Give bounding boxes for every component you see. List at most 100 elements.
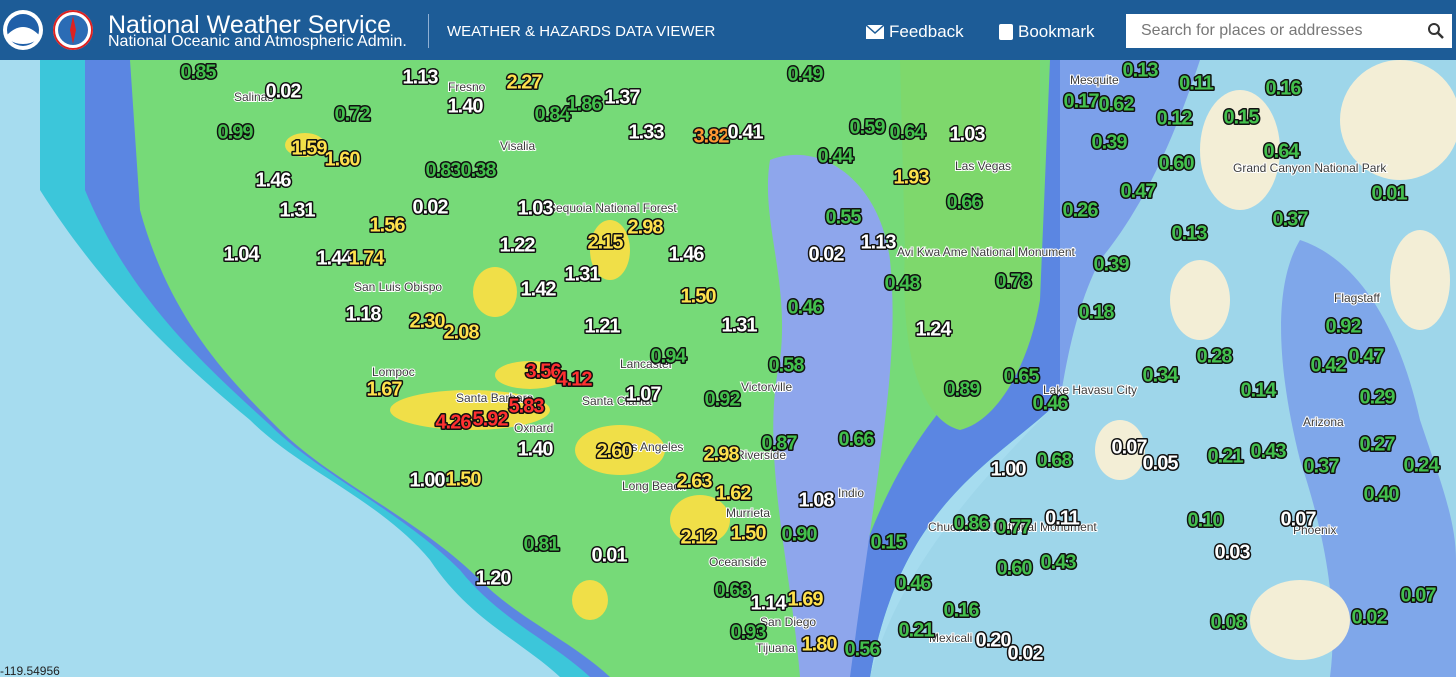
place-label: Oxnard (514, 421, 553, 435)
precip-value: 1.86 (567, 93, 603, 115)
precip-value: 2.12 (681, 526, 717, 548)
place-labels: Salinas Fresno Visalia Sequoia National For… (233, 72, 1388, 656)
precip-value: 0.59 (850, 116, 886, 138)
place-label: Grand Canyon National Park (1233, 161, 1387, 175)
precip-value: 0.44 (818, 145, 855, 167)
precip-value: 1.18 (346, 303, 382, 325)
precip-value: 0.08 (1211, 611, 1247, 633)
precip-value: 1.67 (367, 378, 403, 400)
precip-value: 1.37 (605, 86, 641, 108)
precip-value: 1.74 (349, 247, 386, 269)
place-label: Avi Kwa Ame National Monument (897, 245, 1076, 259)
precip-value: 0.68 (1037, 449, 1073, 471)
heavy-precip (285, 133, 730, 620)
bookmark-label: Bookmark (1018, 22, 1095, 41)
precip-value: 1.03 (518, 197, 554, 219)
precip-value: 0.01 (1372, 182, 1408, 204)
precip-value: 1.08 (799, 489, 835, 511)
precip-value: 0.39 (1094, 253, 1130, 275)
place-label: Flagstaff (1334, 291, 1380, 305)
precip-value: 1.56 (370, 214, 406, 236)
precip-value: 0.12 (1157, 107, 1193, 129)
precip-value: 1.24 (916, 318, 953, 340)
place-label: Lake Havasu City (1043, 383, 1137, 397)
search-box[interactable]: Search for places or addresses (1126, 14, 1452, 48)
precip-value: 0.11 (1045, 507, 1080, 529)
nws-logo[interactable] (52, 9, 94, 51)
precip-value: 0.47 (1121, 180, 1157, 202)
precip-value: 1.13 (403, 66, 439, 88)
precip-value: 0.81 (524, 533, 560, 555)
precip-value: 1.59 (292, 137, 328, 159)
precip-value: 0.60 (1159, 152, 1195, 174)
precip-value: 3.56 (526, 360, 562, 382)
precip-value: 0.02 (266, 80, 302, 102)
precip-value: 1.20 (476, 567, 512, 589)
precip-value: 0.13 (1123, 60, 1159, 81)
place-label: Lompoc (372, 365, 415, 379)
precip-value: 0.89 (945, 378, 981, 400)
precip-value: 0.65 (1004, 365, 1040, 387)
precip-value: 1.80 (802, 633, 838, 655)
map[interactable]: Salinas Fresno Visalia Sequoia National For… (0, 60, 1456, 677)
place-label: San Diego (760, 615, 816, 629)
precip-value: 1.69 (788, 588, 824, 610)
precip-value: 0.72 (335, 103, 371, 125)
precip-value: 0.46 (788, 296, 824, 318)
precip-value: 0.07 (1281, 508, 1317, 530)
precip-value: 0.21 (899, 619, 935, 641)
precip-value: 1.00 (991, 458, 1027, 480)
place-label: Santa Clarita (582, 394, 652, 408)
feedback-button[interactable]: Feedback (866, 22, 964, 42)
coordinates: -119.54956 (0, 664, 60, 678)
east-blue (1060, 60, 1200, 400)
precip-value: 0.39 (1092, 131, 1128, 153)
precip-value: 0.14 (1241, 379, 1278, 401)
precip-value: 1.21 (585, 315, 621, 337)
precip-value: 0.43 (1251, 440, 1287, 462)
precip-value: 0.66 (839, 428, 875, 450)
precip-value: 0.38 (461, 159, 497, 181)
noaa-logo[interactable] (2, 9, 44, 51)
place-label: Phoenix (1293, 523, 1336, 537)
precip-value: 0.46 (896, 572, 932, 594)
precip-value: 1.42 (521, 278, 557, 300)
place-label: Sequoia National Forest (548, 201, 677, 215)
precip-value: 0.68 (715, 579, 751, 601)
precip-value: 0.37 (1273, 208, 1309, 230)
precip-value: 5.92 (473, 408, 509, 430)
place-label: Tijuana (756, 641, 795, 655)
precip-value: 0.85 (181, 61, 217, 83)
precip-value: 0.29 (1360, 386, 1396, 408)
precip-value: 0.64 (890, 121, 927, 143)
precip-value: 0.07 (1401, 584, 1437, 606)
site-subtitle: National Oceanic and Atmospheric Admin. (108, 33, 407, 50)
precip-value: 0.55 (826, 206, 862, 228)
search-icon[interactable] (1428, 23, 1444, 39)
precip-value: 2.08 (444, 321, 480, 343)
precip-value: 1.50 (446, 468, 482, 490)
site-title: National Weather Service (108, 11, 392, 39)
precip-value: 0.62 (1099, 93, 1135, 115)
precip-value: 0.20 (976, 629, 1012, 651)
precip-value: 1.31 (280, 199, 316, 221)
precip-value: 0.46 (1033, 392, 1069, 414)
precip-value: 0.43 (1041, 551, 1077, 573)
precip-value: 1.62 (716, 482, 752, 504)
place-label: San Luis Obispo (354, 280, 442, 294)
precip-value: 2.98 (628, 216, 664, 238)
place-label: Long Beach (622, 479, 686, 493)
place-label: Fresno (448, 80, 486, 94)
precip-value: 2.98 (704, 443, 740, 465)
precip-value: 1.00 (410, 469, 446, 491)
precip-value: 0.93 (731, 621, 767, 643)
precip-value: 0.87 (762, 432, 798, 454)
precip-value: 0.37 (1304, 455, 1340, 477)
mail-icon (866, 25, 884, 39)
dry-areas (1095, 60, 1456, 660)
bookmark-button[interactable]: Bookmark (999, 22, 1095, 42)
precip-value: 0.17 (1064, 90, 1100, 112)
separator (428, 14, 429, 48)
